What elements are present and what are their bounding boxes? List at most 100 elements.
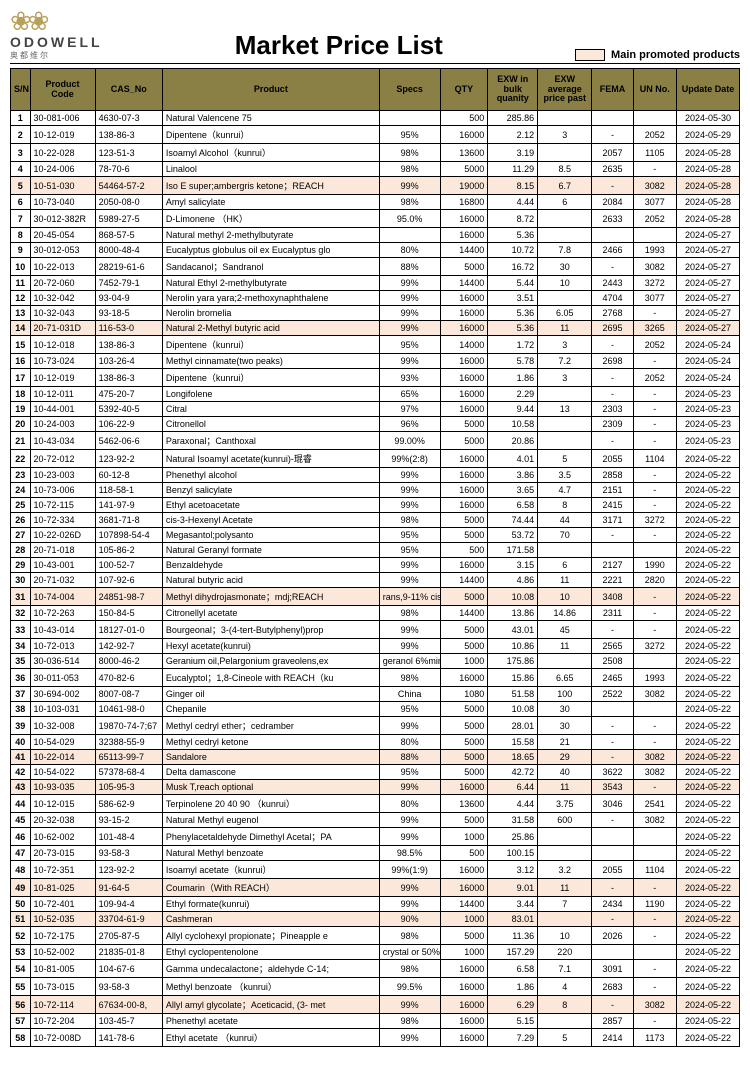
- table-cell: 10-72-175: [30, 927, 95, 945]
- table-cell: 5000: [440, 588, 488, 606]
- table-cell: 20-71-031D: [30, 321, 95, 336]
- table-cell: 5000: [440, 258, 488, 276]
- table-header-cell: EXW in bulk quanity: [488, 69, 538, 111]
- table-cell: 3082: [633, 996, 676, 1014]
- price-table: S/NProduct CodeCAS_NoProductSpecsQTYEXW …: [10, 68, 740, 1047]
- table-cell: [538, 912, 592, 927]
- table-cell: 10: [538, 927, 592, 945]
- table-cell: Longifolene: [162, 387, 379, 402]
- table-cell: -: [633, 978, 676, 996]
- table-cell: 29: [538, 750, 592, 765]
- table-cell: 600: [538, 813, 592, 828]
- table-cell: 101-48-4: [95, 828, 162, 846]
- table-cell: 285.86: [488, 111, 538, 126]
- table-cell: 10-12-019: [30, 369, 95, 387]
- table-cell: 2024-05-22: [677, 558, 740, 573]
- table-cell: 67634-00-8,: [95, 996, 162, 1014]
- table-cell: 28219-61-6: [95, 258, 162, 276]
- table-cell: [592, 543, 633, 558]
- table-cell: 14400: [440, 897, 488, 912]
- table-cell: [538, 144, 592, 162]
- table-row: 2820-71-018105-86-2Natural Geranyl forma…: [11, 543, 740, 558]
- table-cell: [592, 228, 633, 243]
- table-cell: 95%: [379, 336, 440, 354]
- table-cell: 6.65: [538, 669, 592, 687]
- table-cell: 2024-05-22: [677, 1014, 740, 1029]
- table-cell: 2127: [592, 558, 633, 573]
- table-cell: 2024-05-22: [677, 945, 740, 960]
- table-cell: 4: [538, 978, 592, 996]
- table-row: 4410-12-015586-62-9Terpinolene 20 40 90 …: [11, 795, 740, 813]
- table-cell: [633, 702, 676, 717]
- table-cell: 99%: [379, 558, 440, 573]
- table-cell: 45: [538, 621, 592, 639]
- table-cell: 16000: [440, 483, 488, 498]
- table-cell: 1.72: [488, 336, 538, 354]
- table-cell: Natural Valencene 75: [162, 111, 379, 126]
- table-cell: 2052: [633, 210, 676, 228]
- table-cell: 2820: [633, 573, 676, 588]
- table-row: 5210-72-1752705-87-5Allyl cyclohexyl pro…: [11, 927, 740, 945]
- table-header-cell: Specs: [379, 69, 440, 111]
- table-cell: 10-74-004: [30, 588, 95, 606]
- table-cell: -: [592, 336, 633, 354]
- table-cell: 2768: [592, 306, 633, 321]
- table-cell: 5000: [440, 417, 488, 432]
- table-cell: 10-43-001: [30, 558, 95, 573]
- table-cell: [538, 111, 592, 126]
- table-cell: 20-32-038: [30, 813, 95, 828]
- table-cell: 1000: [440, 912, 488, 927]
- table-row: 1610-73-024103-26-4Methyl cinnamate(two …: [11, 354, 740, 369]
- table-row: 3210-72-263150-84-5Citronellyl acetate98…: [11, 606, 740, 621]
- table-cell: 10.08: [488, 588, 538, 606]
- table-cell: 2024-05-28: [677, 144, 740, 162]
- table-cell: [538, 828, 592, 846]
- table-row: 2010-24-003106-22-9Citronellol96%500010.…: [11, 417, 740, 432]
- table-cell: Benzyl salicylate: [162, 483, 379, 498]
- table-cell: 220: [538, 945, 592, 960]
- table-cell: 98%: [379, 669, 440, 687]
- table-cell: 5000: [440, 813, 488, 828]
- table-cell: 10-22-026D: [30, 528, 95, 543]
- table-cell: 2024-05-24: [677, 354, 740, 369]
- table-cell: Coumarin（With REACH）: [162, 879, 379, 897]
- table-cell: 20-45-054: [30, 228, 95, 243]
- table-cell: 10-51-030: [30, 177, 95, 195]
- table-cell: 11.29: [488, 162, 538, 177]
- table-cell: 3046: [592, 795, 633, 813]
- table-cell: 91-64-5: [95, 879, 162, 897]
- table-cell: -: [592, 996, 633, 1014]
- table-cell: 65113-99-7: [95, 750, 162, 765]
- table-cell: 10-73-040: [30, 195, 95, 210]
- table-cell: -: [633, 717, 676, 735]
- table-row: 1210-32-04293-04-9Nerolin yara yara;2-me…: [11, 291, 740, 306]
- page-title: Market Price List: [103, 30, 576, 61]
- table-cell: 2024-05-22: [677, 978, 740, 996]
- table-row: 3020-71-032107-92-6Natural butyric acid9…: [11, 573, 740, 588]
- table-cell: Natural Ethyl 2-methylbutyrate: [162, 276, 379, 291]
- table-cell: 10: [538, 588, 592, 606]
- table-cell: 3408: [592, 588, 633, 606]
- table-cell: 100-52-7: [95, 558, 162, 573]
- table-cell: 1080: [440, 687, 488, 702]
- table-cell: 21: [538, 735, 592, 750]
- table-row: 4610-62-002101-48-4Phenylacetaldehyde Di…: [11, 828, 740, 846]
- table-cell: 21835-01-8: [95, 945, 162, 960]
- table-cell: 107-92-6: [95, 573, 162, 588]
- table-cell: -: [633, 306, 676, 321]
- table-row: 820-45-054868-57-5Natural methyl 2-methy…: [11, 228, 740, 243]
- table-cell: 5: [538, 1029, 592, 1047]
- table-cell: Dipentene（kunrui）: [162, 126, 379, 144]
- table-cell: 2024-05-28: [677, 210, 740, 228]
- table-cell: Delta damascone: [162, 765, 379, 780]
- table-cell: -: [592, 177, 633, 195]
- table-cell: 10.08: [488, 702, 538, 717]
- table-cell: 20-71-018: [30, 543, 95, 558]
- table-cell: 46: [11, 828, 31, 846]
- table-cell: 13: [538, 402, 592, 417]
- table-cell: 2024-05-22: [677, 765, 740, 780]
- table-cell: 16000: [440, 669, 488, 687]
- table-cell: 11: [11, 276, 31, 291]
- table-cell: 500: [440, 111, 488, 126]
- table-cell: 6.05: [538, 306, 592, 321]
